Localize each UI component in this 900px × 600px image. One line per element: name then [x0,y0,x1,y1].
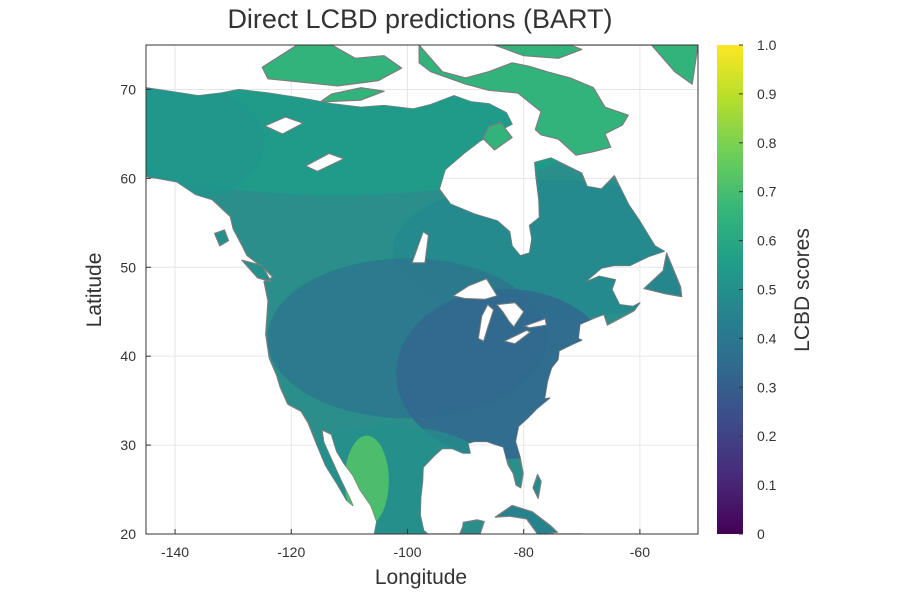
land-arctic-island-5 [319,87,385,103]
land-jamaica [534,546,546,552]
land-arctic-island-1 [261,45,403,87]
x-tick-label: -60 [630,544,650,560]
y-axis-ticks: 20 30 40 50 60 70 [120,81,151,542]
land-bahamas [532,473,542,499]
y-tick-label: 60 [120,170,136,186]
colorbar-tick-label: 0.2 [757,428,777,444]
colorbar-tick-label: 0.5 [757,282,777,298]
lake-erie [503,329,532,345]
colorbar-tick-label: 1.0 [757,37,777,53]
x-tick-label: -120 [277,544,305,560]
lake-huron [496,302,525,328]
land-arctic-island-2 [418,45,629,156]
x-axis-label: Longitude [375,566,467,589]
y-tick-label: 40 [120,348,136,364]
plot-frame [145,44,699,535]
land-arctic-island-6 [557,45,698,85]
lake-michigan [477,303,495,342]
y-tick-label: 70 [120,81,136,97]
x-axis-ticks: -140 -120 -100 -80 -60 [161,529,650,560]
land-haida-gwaii [214,229,230,247]
land-newfoundland [643,252,683,298]
land-arctic-island-3 [494,45,583,59]
region-mexico [280,425,501,534]
colorbar-tick-label: 0.8 [757,135,777,151]
colorbar-tick-label: 0.4 [757,330,777,346]
y-tick-label: 30 [120,437,136,453]
map-area [146,45,698,552]
y-tick-label: 20 [120,526,136,542]
colorbar-tick-label: 0.3 [757,379,777,395]
colorbar-tick-label: 0.1 [757,477,777,493]
chart-title: Direct LCBD predictions (BART) [227,4,612,34]
y-axis-label: Latitude [83,253,106,328]
x-tick-label: -100 [393,544,421,560]
colorbar-ticks: 0 0.1 0.2 0.3 0.4 0.5 0.6 0.7 0.8 0.9 1.0 [739,37,777,542]
colorbar-tick-label: 0.6 [757,233,777,249]
land-vancouver-island [241,259,272,283]
colorbar-label: LCBD scores [791,228,814,352]
land-cuba [494,504,558,534]
lake-winnipeg [411,230,429,264]
region-alaska [146,87,266,203]
great-bear-lake [263,116,305,135]
colorbar-tick-label: 0 [757,526,765,542]
region-sierra-madre [344,435,389,526]
y-tick-label: 50 [120,259,136,275]
great-slave-lake [304,152,345,172]
land-hispaniola [555,533,583,534]
colorbar [717,45,743,534]
lake-superior [452,278,498,300]
colorbar-tick-label: 0.7 [757,184,777,200]
x-tick-label: -140 [161,544,189,560]
land-arctic-island-4 [482,121,513,151]
colorbar-tick-label: 0.9 [757,86,777,102]
x-tick-label: -80 [514,544,534,560]
lake-ontario [523,318,547,329]
